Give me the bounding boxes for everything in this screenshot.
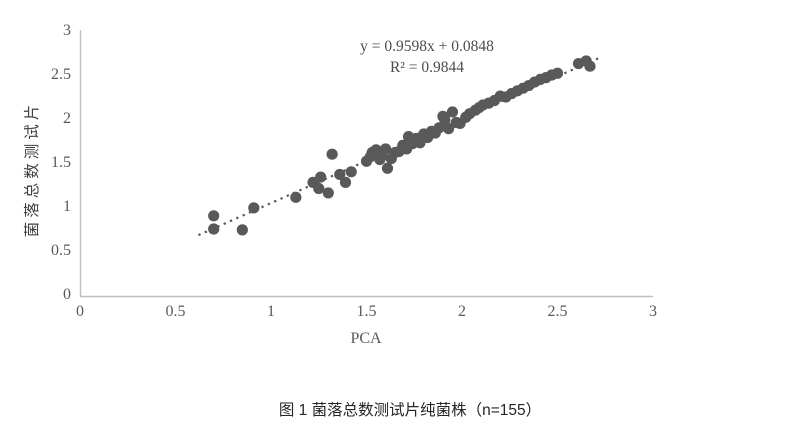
y-tick-label: 1 — [63, 198, 71, 215]
scatter-point — [446, 106, 459, 118]
figure-caption: 图 1 菌落总数测试片纯菌株（n=155） — [278, 402, 542, 419]
x-tick-label: 1.5 — [356, 303, 377, 320]
scatter-chart: 菌落总数测试片 y = 0.9598x + 0.0848 R² = 0.9844… — [24, 22, 657, 347]
scatter-point — [334, 168, 346, 181]
scatter-point — [339, 176, 352, 188]
scatter-point — [313, 182, 325, 195]
scatter-point — [208, 223, 220, 235]
scatter-point — [439, 114, 451, 126]
plot-area — [79, 30, 653, 298]
x-tick-label: 1 — [267, 303, 275, 320]
scatter-point — [380, 143, 392, 155]
scatter-point — [322, 187, 334, 199]
x-axis-title: PCA — [350, 330, 382, 347]
y-tick-label: 2.5 — [51, 66, 71, 83]
r-squared-line: R² = 0.9844 — [389, 59, 465, 76]
trendline-equation: y = 0.9598x + 0.0848 R² = 0.9844 — [360, 36, 494, 78]
y-tick-label: 3 — [63, 22, 71, 39]
scatter-point — [551, 67, 564, 79]
x-tick-label: 0.5 — [165, 303, 186, 320]
scatter-point — [584, 60, 596, 72]
y-tick-label: 1.5 — [51, 154, 71, 171]
y-tick-label: 0.5 — [51, 242, 71, 259]
y-tick-label: 2 — [63, 110, 71, 127]
x-tick-label: 2.5 — [547, 303, 568, 320]
scatter-point — [315, 171, 327, 183]
scatter-point — [236, 224, 248, 236]
y-tick-label: 0 — [63, 286, 71, 303]
y-axis-title: 菌落总数测试片 — [24, 100, 41, 238]
scatter-point — [326, 148, 338, 160]
scatter-point — [381, 162, 394, 174]
scatter-point — [345, 166, 357, 178]
scatter-point — [248, 202, 260, 214]
scatter-point — [208, 210, 220, 222]
equation-line: y = 0.9598x + 0.0848 — [360, 38, 494, 55]
x-tick-label: 2 — [458, 303, 466, 320]
x-tick-label: 3 — [649, 303, 657, 320]
scatter-point — [443, 123, 455, 135]
scatter-point — [433, 122, 445, 134]
x-tick-label: 0 — [76, 303, 84, 320]
scatter-point — [290, 191, 302, 203]
